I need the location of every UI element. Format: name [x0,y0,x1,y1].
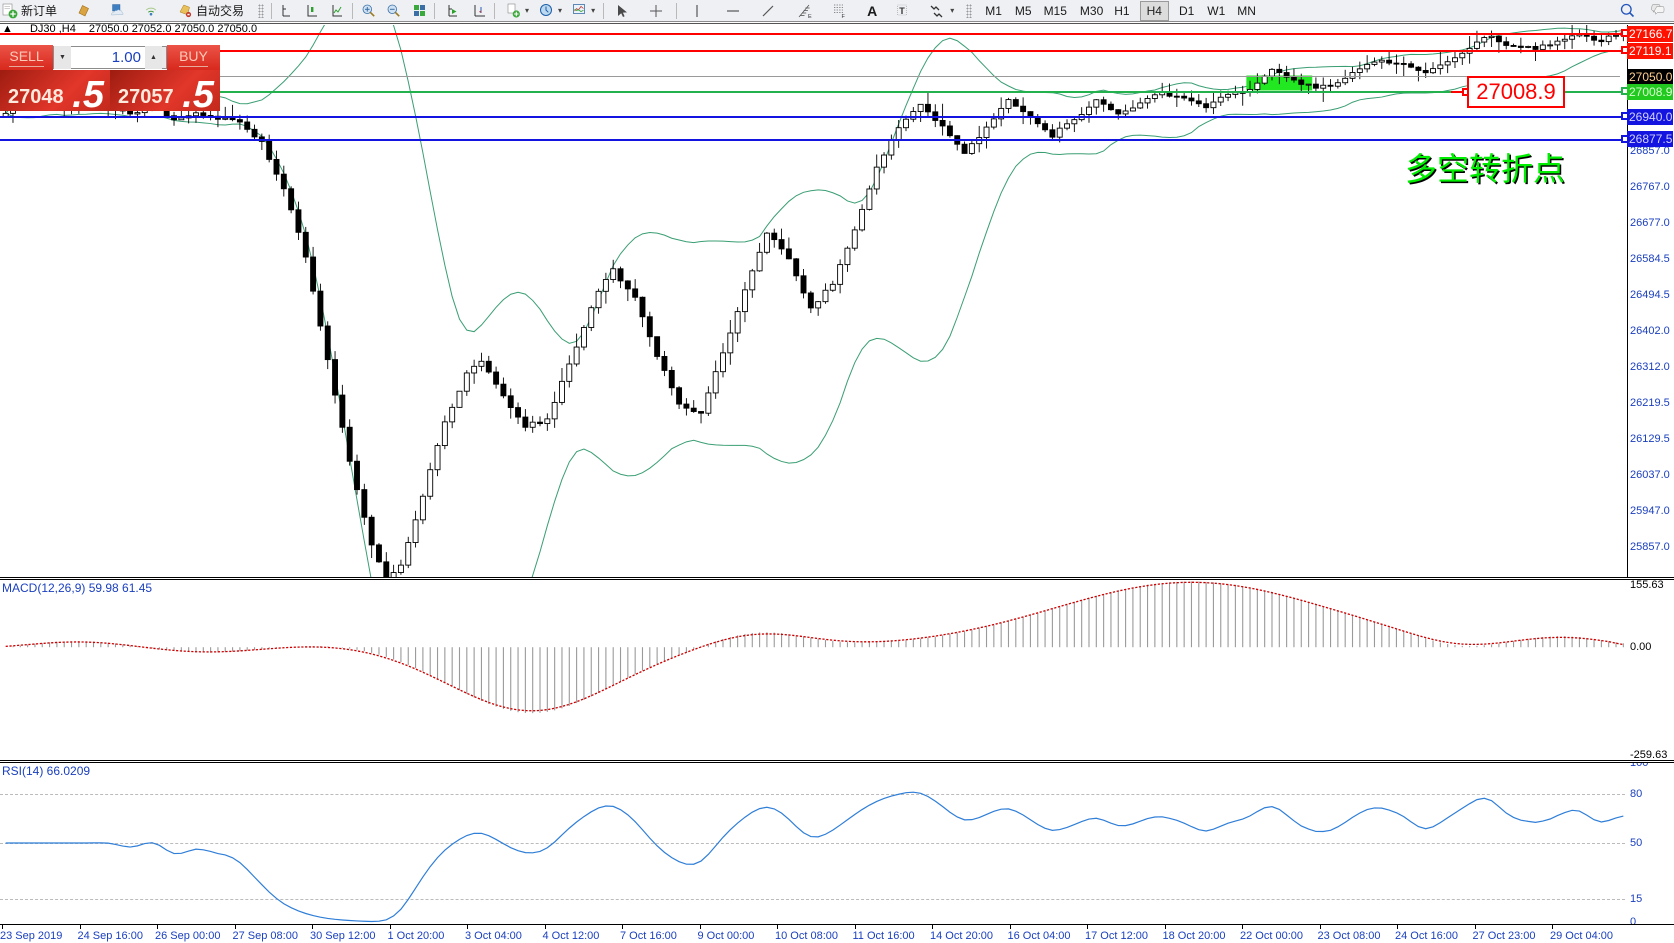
svg-text:T: T [900,6,906,16]
svg-text:F: F [842,14,846,19]
svg-text:E: E [808,14,812,19]
